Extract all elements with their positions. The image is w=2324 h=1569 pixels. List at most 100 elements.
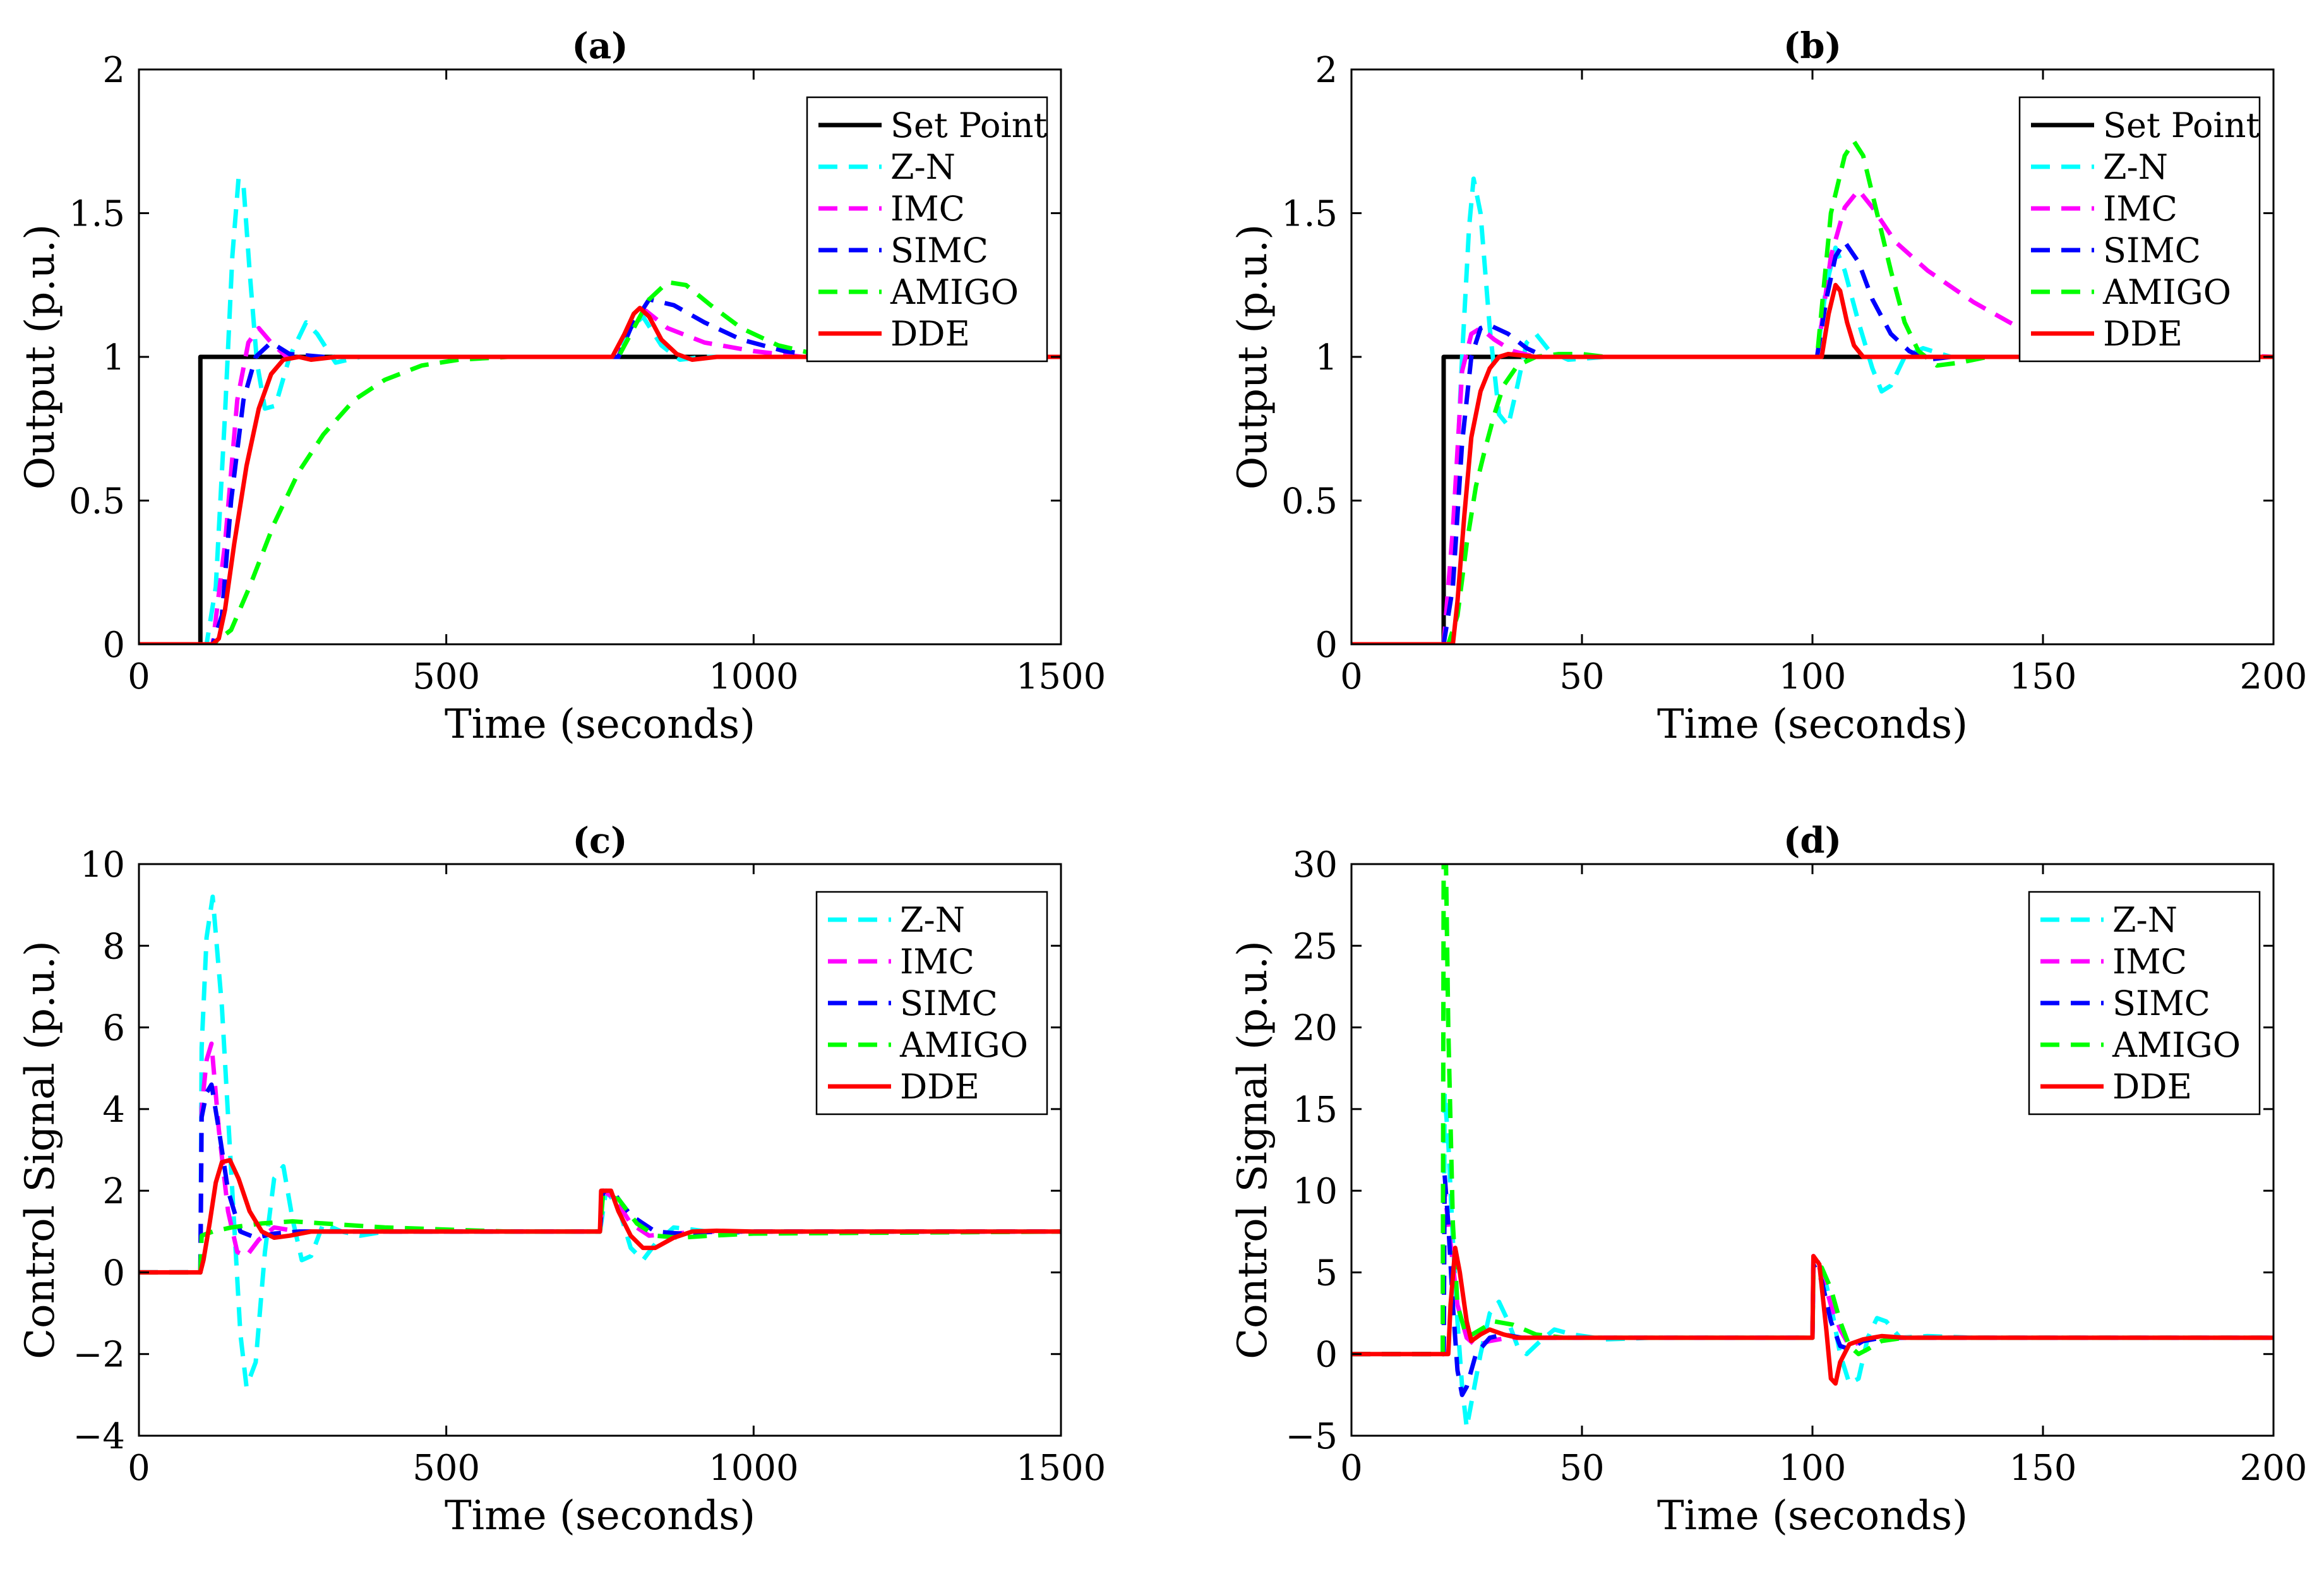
y-tick-label: 15 — [1293, 1090, 1338, 1131]
legend-label: Set Point — [2103, 105, 2260, 145]
y-tick-label: 5 — [1315, 1253, 1338, 1294]
panel-b: 0 50 100 150 200 0 0.5 1 1.5 2 (b) Time (seconds) Ou… — [1230, 25, 2307, 748]
legend-label: DDE — [2103, 314, 2183, 354]
legend-label: IMC — [890, 189, 965, 229]
y-tick-label: 1 — [1315, 337, 1338, 378]
x-tick-label: 150 — [2010, 1448, 2077, 1489]
y-tick-label: 0 — [1315, 625, 1338, 666]
y-tick-label: 10 — [80, 845, 125, 886]
x-tick-label: 1000 — [709, 1448, 799, 1489]
legend-label: IMC — [2103, 189, 2177, 229]
x-tick-label: 100 — [1779, 656, 1847, 697]
y-axis-label: Control Signal (p.u.) — [17, 941, 64, 1359]
y-tick-label: 1 — [102, 337, 125, 378]
x-tick-label: 0 — [1340, 656, 1363, 697]
legend-label: AMIGO — [890, 272, 1019, 312]
legend-label: DDE — [2112, 1067, 2192, 1107]
y-tick-label: 0.5 — [69, 481, 125, 522]
chart-title: (a) — [572, 25, 628, 67]
series-amigo — [1351, 864, 2273, 1357]
legend-label: Z-N — [2103, 147, 2168, 187]
y-tick-label: 30 — [1293, 845, 1338, 886]
y-tick-label: 2 — [102, 1171, 125, 1212]
legend-label: AMIGO — [2102, 272, 2231, 312]
x-tick-label: 1000 — [709, 656, 799, 697]
series-set-point — [1351, 354, 2273, 644]
y-tick-label: 0 — [102, 1253, 125, 1294]
y-tick-label: 0 — [102, 625, 125, 666]
x-tick-label: 0 — [1340, 1448, 1363, 1489]
series-imc — [1351, 188, 2273, 644]
x-tick-label: 500 — [412, 1448, 480, 1489]
series-z-n — [1351, 1090, 2273, 1430]
x-axis-label: Time (seconds) — [445, 701, 755, 748]
y-tick-label: −2 — [73, 1335, 125, 1376]
chart-title: (c) — [572, 820, 627, 862]
y-tick-label: 4 — [102, 1090, 125, 1131]
y-tick-label: 0 — [1315, 1335, 1338, 1376]
panel-c: 0 500 1000 1500 −4 −2 0 2 4 6 8 10 (c) Time (seconds)… — [17, 820, 1106, 1539]
legend-label: Z-N — [2112, 900, 2177, 940]
x-axis-label: Time (seconds) — [1657, 701, 1968, 748]
series-imc — [139, 1041, 1061, 1275]
y-tick-label: 2 — [1315, 50, 1338, 91]
y-tick-label: 1.5 — [69, 194, 125, 235]
x-tick-label: 50 — [1559, 656, 1604, 697]
x-tick-label: 1500 — [1016, 656, 1106, 697]
y-tick-label: 2 — [102, 50, 125, 91]
y-axis-label: Output (p.u.) — [17, 224, 64, 490]
y-tick-label: 1.5 — [1281, 194, 1338, 235]
series-dde — [1351, 282, 2273, 644]
legend-label: IMC — [2112, 942, 2187, 982]
legend-label: Z-N — [900, 900, 965, 940]
y-tick-label: 10 — [1293, 1171, 1338, 1212]
y-tick-label: −5 — [1285, 1416, 1338, 1457]
legend-label: AMIGO — [899, 1025, 1028, 1065]
series-z-n — [139, 894, 1061, 1389]
series-set-point — [139, 354, 1061, 644]
series-dde — [139, 306, 1061, 644]
x-axis-label: Time (seconds) — [1657, 1493, 1968, 1539]
axes-box — [138, 863, 1062, 1437]
y-tick-label: 25 — [1293, 926, 1338, 967]
legend-label: IMC — [900, 942, 974, 982]
series-dde — [139, 1158, 1061, 1275]
x-tick-label: 500 — [412, 656, 480, 697]
y-tick-label: 20 — [1293, 1008, 1338, 1049]
y-axis-label: Control Signal (p.u.) — [1230, 941, 1276, 1359]
y-tick-label: −4 — [73, 1416, 125, 1457]
legend-label: AMIGO — [2112, 1025, 2241, 1065]
legend-label: DDE — [890, 314, 970, 354]
x-tick-label: 100 — [1779, 1448, 1847, 1489]
x-axis-label: Time (seconds) — [445, 1493, 755, 1539]
x-tick-label: 150 — [2010, 656, 2077, 697]
x-tick-label: 0 — [128, 1448, 150, 1489]
x-tick-label: 0 — [128, 656, 150, 697]
legend-label: SIMC — [890, 231, 988, 270]
chart-title: (b) — [1783, 25, 1842, 67]
legend-label: SIMC — [2112, 983, 2210, 1023]
x-tick-label: 1500 — [1016, 1448, 1106, 1489]
panel-a: 0 500 1000 1500 0 0.5 1 1.5 2 (a) Time (seconds) Ou… — [17, 25, 1106, 748]
y-tick-label: 8 — [102, 926, 125, 967]
series-dde — [1351, 1246, 2273, 1386]
y-tick-label: 6 — [102, 1008, 125, 1049]
legend-label: Set Point — [890, 105, 1048, 145]
x-tick-label: 50 — [1559, 1448, 1604, 1489]
chart-title: (d) — [1783, 820, 1842, 862]
legend-label: DDE — [900, 1067, 979, 1107]
series-simc — [139, 1082, 1061, 1275]
y-tick-label: 0.5 — [1281, 481, 1338, 522]
legend-label: SIMC — [900, 983, 998, 1023]
legend-label: Z-N — [890, 147, 955, 187]
legend-label: SIMC — [2103, 231, 2201, 270]
x-tick-label: 200 — [2240, 1448, 2308, 1489]
y-axis-label: Output (p.u.) — [1230, 224, 1276, 490]
x-tick-label: 200 — [2240, 656, 2308, 697]
